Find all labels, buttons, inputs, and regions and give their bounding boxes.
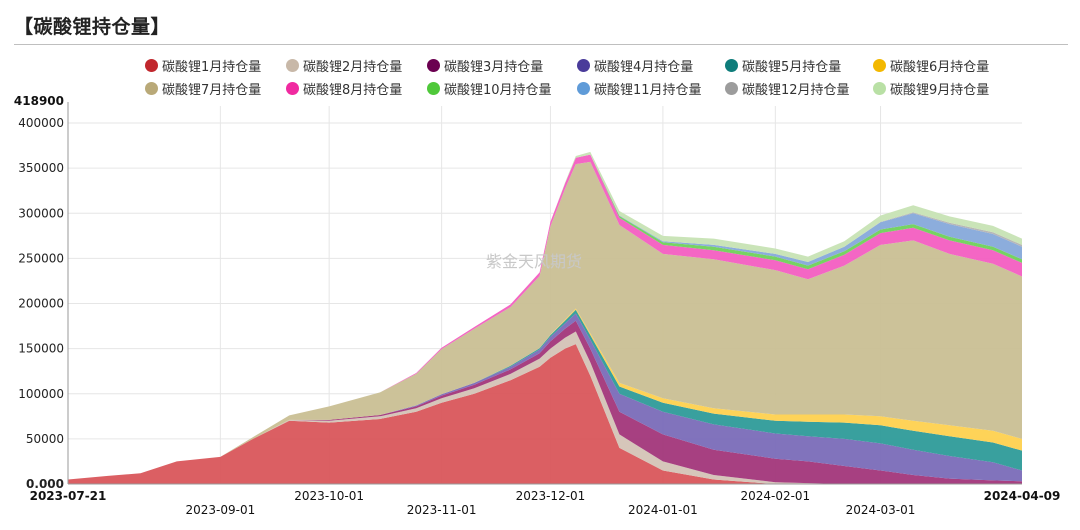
legend-swatch bbox=[577, 82, 590, 95]
legend-item[interactable]: 碳酸锂9月持仓量 bbox=[873, 79, 989, 98]
y-tick-label: 400000 bbox=[18, 116, 64, 130]
legend-item[interactable]: 碳酸锂3月持仓量 bbox=[427, 56, 543, 75]
y-tick-label: 50000 bbox=[26, 432, 64, 446]
legend-swatch bbox=[286, 59, 299, 72]
legend-swatch bbox=[427, 59, 440, 72]
chart-legend: 碳酸锂1月持仓量 碳酸锂2月持仓量 碳酸锂3月持仓量 碳酸锂4月持仓量 碳酸锂5月持仓量… bbox=[0, 52, 1080, 100]
legend-swatch bbox=[577, 59, 590, 72]
series-area-7 bbox=[68, 161, 1022, 480]
legend-item[interactable]: 碳酸锂1月持仓量 bbox=[145, 56, 261, 75]
y-tick-label: 300000 bbox=[18, 206, 64, 220]
x-tick-label: 2024-03-01 bbox=[846, 503, 916, 517]
legend-swatch bbox=[725, 82, 738, 95]
legend-swatch bbox=[286, 82, 299, 95]
legend-item[interactable]: 碳酸锂4月持仓量 bbox=[577, 56, 693, 75]
legend-label: 碳酸锂5月持仓量 bbox=[742, 60, 842, 75]
legend-label: 碳酸锂11月持仓量 bbox=[594, 83, 702, 98]
title-divider bbox=[14, 44, 1068, 45]
legend-item[interactable]: 碳酸锂6月持仓量 bbox=[873, 56, 989, 75]
x-tick-label: 2024-01-01 bbox=[628, 503, 698, 517]
page-title: 【碳酸锂持仓量】 bbox=[14, 16, 171, 38]
legend-item[interactable]: 碳酸锂7月持仓量 bbox=[145, 79, 261, 98]
x-tick-label: 2023-11-01 bbox=[407, 503, 477, 517]
legend-label: 碳酸锂4月持仓量 bbox=[594, 60, 694, 75]
legend-swatch bbox=[725, 59, 738, 72]
legend-swatch bbox=[427, 82, 440, 95]
x-tick-label: 2023-12-01 bbox=[516, 489, 586, 503]
x-tick-label: 2024-02-01 bbox=[740, 489, 810, 503]
legend-item[interactable]: 碳酸锂2月持仓量 bbox=[286, 56, 402, 75]
legend-swatch bbox=[873, 82, 886, 95]
series-area-3 bbox=[68, 320, 1022, 484]
series-area-1 bbox=[68, 344, 1022, 484]
legend-label: 碳酸锂10月持仓量 bbox=[444, 83, 552, 98]
legend-label: 碳酸锂12月持仓量 bbox=[742, 83, 850, 98]
y-tick-label: 0.000 bbox=[26, 477, 64, 491]
legend-item[interactable]: 碳酸锂8月持仓量 bbox=[286, 79, 402, 98]
legend-label: 碳酸锂6月持仓量 bbox=[890, 60, 990, 75]
y-tick-label: 150000 bbox=[18, 342, 64, 356]
y-tick-label: 250000 bbox=[18, 251, 64, 265]
legend-label: 碳酸锂3月持仓量 bbox=[444, 60, 544, 75]
y-tick-label: 350000 bbox=[18, 161, 64, 175]
x-tick-label: 2023-07-21 bbox=[30, 489, 107, 503]
x-tick-label: 2023-10-01 bbox=[294, 489, 364, 503]
legend-label: 碳酸锂9月持仓量 bbox=[890, 83, 990, 98]
series-area-2 bbox=[68, 331, 1022, 484]
legend-item[interactable]: 碳酸锂12月持仓量 bbox=[725, 79, 850, 98]
legend-item[interactable]: 碳酸锂11月持仓量 bbox=[577, 79, 702, 98]
y-tick-label: 100000 bbox=[18, 387, 64, 401]
legend-label: 碳酸锂8月持仓量 bbox=[303, 83, 403, 98]
y-axis-max-label: 418900 bbox=[14, 94, 64, 108]
y-tick-label: 200000 bbox=[18, 297, 64, 311]
series-area-4 bbox=[68, 313, 1022, 482]
legend-swatch bbox=[873, 59, 886, 72]
legend-label: 碳酸锂7月持仓量 bbox=[162, 83, 262, 98]
legend-item[interactable]: 碳酸锂5月持仓量 bbox=[725, 56, 841, 75]
legend-swatch bbox=[145, 59, 158, 72]
legend-label: 碳酸锂2月持仓量 bbox=[303, 60, 403, 75]
x-tick-label: 2024-04-09 bbox=[984, 489, 1061, 503]
x-tick-label: 2023-09-01 bbox=[185, 503, 255, 517]
watermark: 紫金天风期货 bbox=[486, 252, 583, 271]
legend-label: 碳酸锂1月持仓量 bbox=[162, 60, 262, 75]
legend-item[interactable]: 碳酸锂10月持仓量 bbox=[427, 79, 552, 98]
legend-swatch bbox=[145, 82, 158, 95]
